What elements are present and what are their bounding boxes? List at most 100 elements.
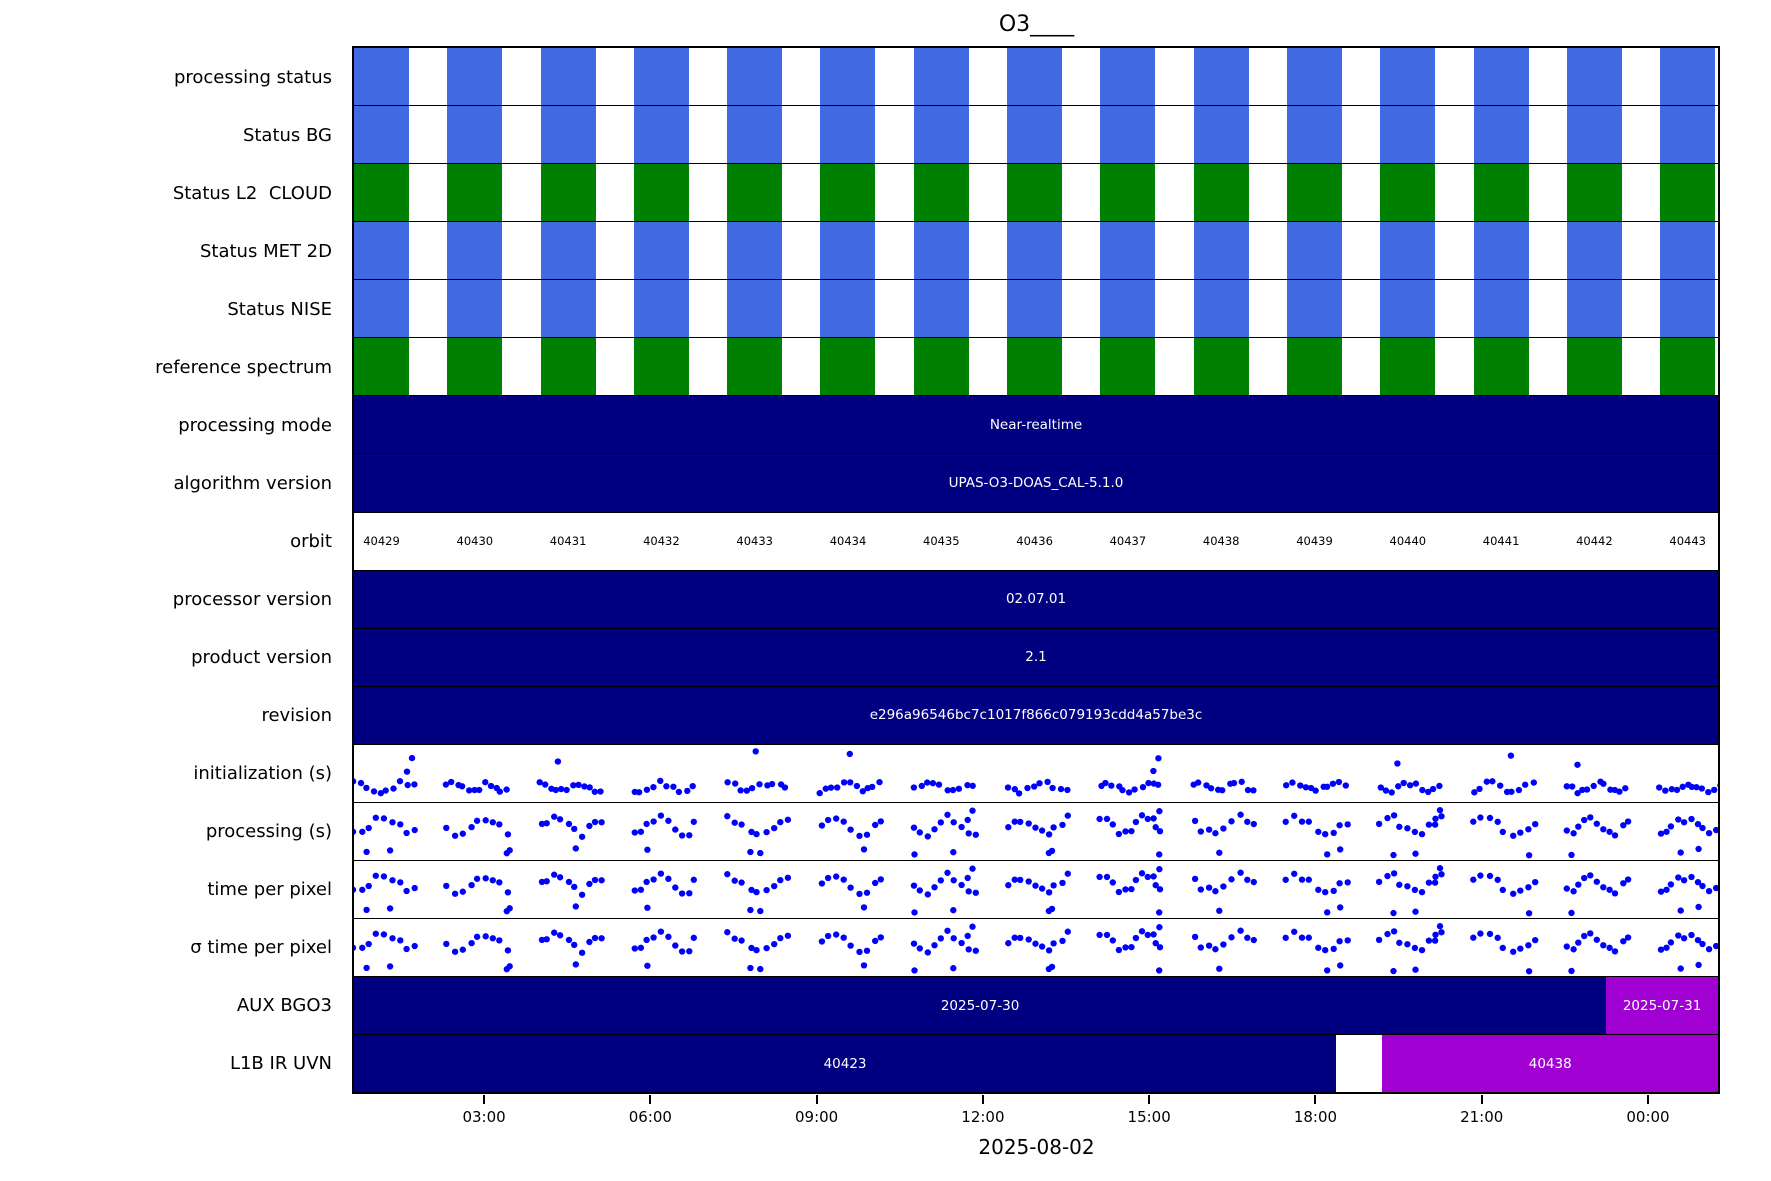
scatter-point [1656, 784, 1663, 791]
scatter-point [657, 928, 665, 935]
scatter-point [1375, 820, 1383, 827]
scatter-point [1330, 829, 1337, 836]
scatter-point [1679, 783, 1686, 790]
scatter-point [359, 944, 366, 951]
scatter-point [1103, 873, 1111, 880]
scatter-point [643, 878, 650, 885]
scatter-point [1298, 934, 1306, 941]
scatter-point [763, 886, 770, 894]
scatter-point [1216, 965, 1223, 972]
scatter-point [1657, 830, 1665, 837]
status-block [913, 280, 969, 338]
scatter-point [359, 828, 366, 835]
scatter-point [1128, 943, 1135, 951]
scatter-point [1390, 870, 1398, 877]
x-tick-label: 06:00 [628, 1108, 672, 1126]
scatter-point [411, 781, 418, 788]
scatter-point [1699, 824, 1706, 831]
scatter-point [958, 939, 965, 947]
scatter-point [1197, 828, 1204, 835]
scatter-point [944, 869, 951, 876]
scatter-point [784, 816, 792, 823]
scatter-point [551, 813, 558, 820]
scatter-point [743, 787, 750, 794]
scatter-point [969, 865, 976, 872]
scatter-point [1390, 928, 1398, 935]
scatter-point [663, 782, 670, 790]
status-block [1660, 280, 1716, 338]
scatter-point [1525, 942, 1532, 949]
scatter-point [916, 887, 923, 894]
row-label-processing-s: processing (s) [205, 821, 332, 842]
status-block [633, 164, 689, 222]
scatter-point [672, 884, 679, 891]
scatter-point [1425, 821, 1433, 828]
scatter-point [872, 879, 879, 886]
scatter-point [1212, 829, 1219, 837]
scatter-point [554, 758, 562, 765]
row-label-initialization-s: initialization (s) [193, 763, 332, 784]
scatter-point [969, 923, 976, 930]
scatter-point [853, 782, 861, 789]
scatter-point [924, 949, 931, 956]
scatter-point [563, 786, 570, 793]
scatter-point [565, 878, 573, 885]
scatter-point [354, 828, 357, 835]
scatter-point [918, 782, 925, 789]
scatter-point [1156, 885, 1164, 893]
scatter-point [1675, 932, 1682, 939]
scatter-point [856, 948, 863, 955]
scatter-point [1283, 781, 1290, 789]
scatter-point [1050, 882, 1057, 889]
status-block [1566, 48, 1622, 106]
scatter-point [1059, 937, 1066, 944]
scatter-point [1323, 783, 1331, 790]
x-tick-label: 09:00 [794, 1108, 839, 1126]
scatter-point [1477, 872, 1484, 879]
scatter-point [678, 948, 686, 955]
scatter-point [1024, 784, 1031, 791]
scatter-point [372, 872, 379, 879]
status-block [1380, 280, 1436, 338]
scatter-point [586, 938, 593, 946]
status-block [447, 48, 503, 106]
scatter-point [1593, 878, 1601, 885]
scatter-point [1395, 782, 1402, 790]
scatter-point [937, 819, 944, 826]
scatter-point [451, 948, 459, 955]
scatter-point [753, 830, 760, 838]
row-reference-spectrum [354, 338, 1718, 397]
value-bar-processor-version: 02.07.01 [354, 570, 1718, 628]
x-tick-label: 00:00 [1626, 1108, 1670, 1126]
scatter-point [1667, 823, 1675, 830]
row-algorithm-version: UPAS-O3-DOAS_CAL-5.1.0 [354, 454, 1718, 513]
status-block [1193, 222, 1249, 280]
scatter-point [1144, 815, 1151, 822]
scatter-point [1244, 934, 1251, 941]
scatter-point [1096, 815, 1103, 822]
scatter-point [1388, 789, 1395, 796]
scatter-point [1515, 786, 1523, 793]
scatter-point [1377, 784, 1384, 791]
scatter-point [542, 781, 549, 788]
scatter-point [575, 781, 582, 788]
status-block [1473, 48, 1529, 106]
scatter-point [1507, 752, 1515, 759]
scatter-point [1530, 779, 1538, 786]
scatter-point [1025, 820, 1032, 827]
scatter-point [557, 785, 565, 792]
scatter-point [748, 944, 755, 952]
scatter-point [1675, 874, 1682, 881]
scatter-point [753, 888, 760, 896]
scatter-point [1336, 938, 1343, 945]
scatter-point [1139, 783, 1147, 791]
scatter-point [950, 848, 957, 856]
status-block [633, 280, 689, 338]
scatter-point [489, 818, 496, 826]
scatter-point [1470, 876, 1477, 883]
status-block [354, 106, 409, 164]
status-block [1286, 48, 1342, 106]
scatter-point [847, 826, 854, 833]
scatter-point [1425, 879, 1433, 886]
scatter-point [372, 814, 379, 821]
